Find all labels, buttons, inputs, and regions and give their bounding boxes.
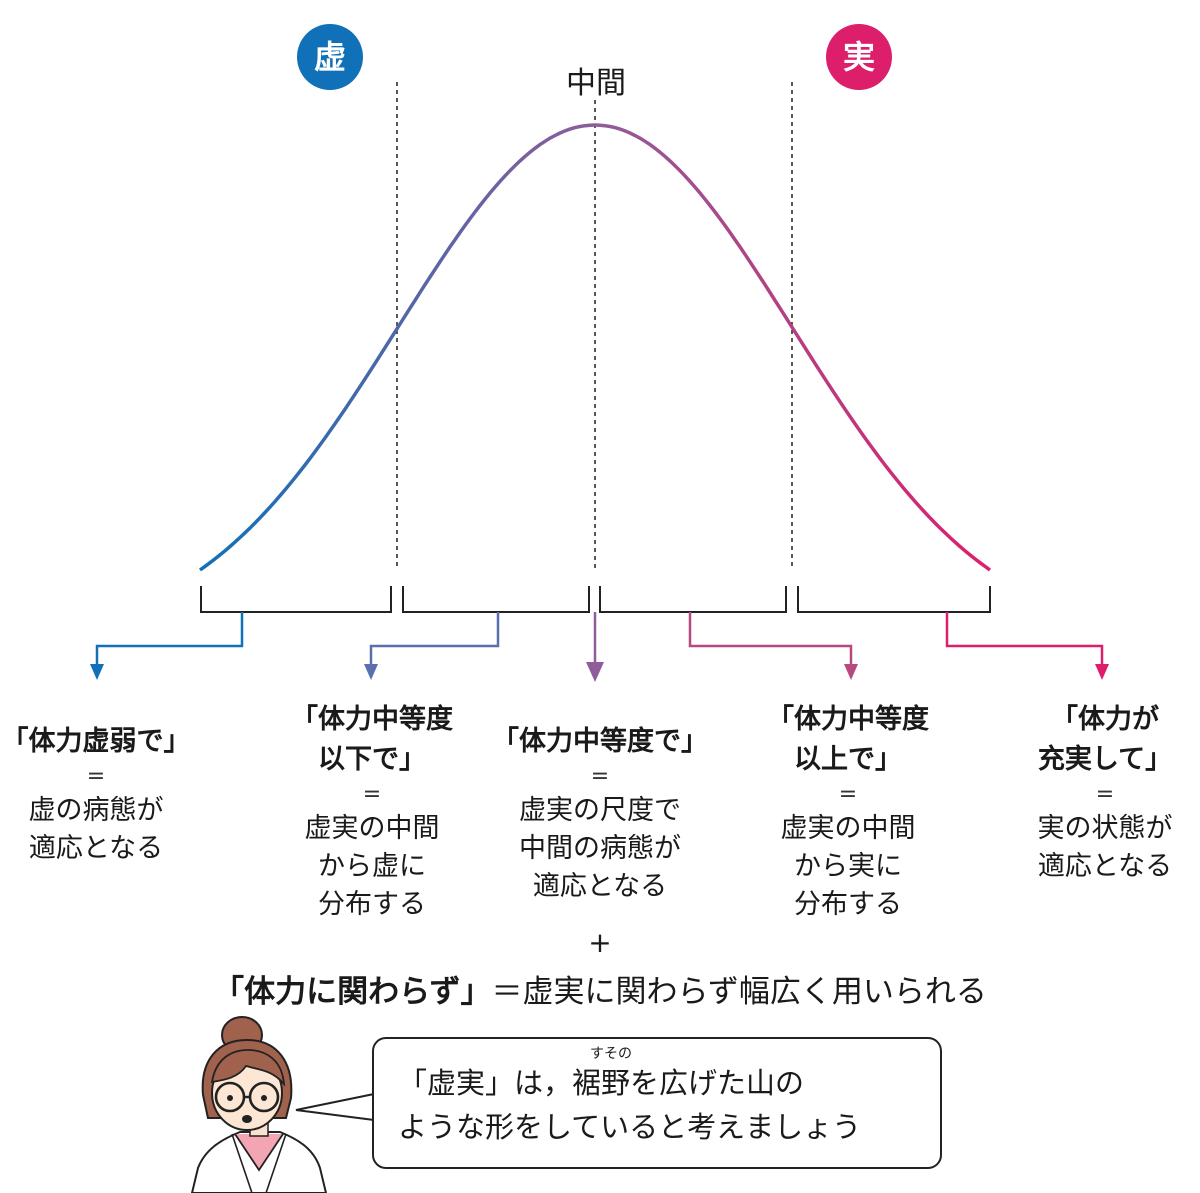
column-mid-upper-desc: 虚実の中間 から実に 分布する — [780, 813, 916, 920]
middle-label: 中間 — [566, 66, 626, 101]
column-weak-desc: 虚の病態が 適応となる — [28, 795, 164, 864]
column-strong: 「体力が 充実して」 = 実の状態が 適応となる — [1010, 700, 1200, 886]
kyo-badge: 虚 — [297, 24, 363, 90]
connectors — [95, 612, 1104, 668]
connector-4 — [688, 612, 853, 668]
column-strong-title: 「体力が 充実して」 — [1037, 704, 1173, 775]
arrowhead-5 — [1095, 664, 1109, 680]
regardless-rest: ＝虚実に関わらず幅広く用いられる — [491, 974, 987, 1010]
plus-sign: + — [588, 926, 612, 959]
column-mid: 「体力中等度で」 = 虚実の尺度で 中間の病態が 適応となる — [490, 722, 710, 906]
column-weak-equals: = — [86, 764, 106, 789]
ruby-susono: すその — [590, 1046, 632, 1062]
bell-curve — [198, 123, 992, 572]
bracket-4 — [797, 586, 991, 613]
bubble-line-1: 「虚実」は，裾野を広げた山の — [398, 1066, 805, 1100]
column-weak-title: 「体力虚弱で」 — [1, 726, 191, 757]
connector-1 — [95, 612, 244, 668]
speech-bubble-tail — [295, 1093, 375, 1121]
column-strong-equals: = — [1095, 782, 1115, 807]
arrowhead-1 — [90, 664, 104, 680]
speech-bubble — [372, 1037, 942, 1169]
regardless-bold: 「体力に関わらず」 — [213, 974, 492, 1010]
column-weak: 「体力虚弱で」 = 虚の病態が 適応となる — [0, 722, 192, 868]
bracket-1 — [200, 586, 392, 613]
arrowhead-4 — [844, 664, 858, 680]
column-mid-desc: 虚実の尺度で 中間の病態が 適応となる — [519, 795, 681, 902]
column-mid-lower-title: 「体力中等度 以下で」 — [291, 704, 453, 775]
column-mid-upper-title: 「体力中等度 以上で」 — [767, 704, 929, 775]
bracket-3 — [599, 586, 787, 613]
range-brackets — [200, 586, 991, 613]
regardless-line: 「体力に関わらず」＝虚実に関わらず幅広く用いられる — [0, 966, 1200, 1011]
jitsu-badge: 実 — [826, 24, 892, 90]
column-mid-lower-desc: 虚実の中間 から虚に 分布する — [304, 813, 440, 920]
arrowhead-2 — [364, 664, 378, 680]
column-mid-upper-equals: = — [838, 782, 858, 807]
connector-5 — [945, 612, 1104, 668]
column-mid-title: 「体力中等度で」 — [492, 726, 708, 757]
arrowheads — [90, 662, 1109, 682]
column-mid-upper: 「体力中等度 以上で」 = 虚実の中間 から実に 分布する — [748, 700, 948, 924]
nurse-character-illustration — [190, 1016, 328, 1193]
column-mid-lower-equals: = — [362, 782, 382, 807]
bracket-2 — [402, 586, 590, 613]
arrowhead-3 — [586, 662, 604, 682]
bubble-line-2: ような形をしていると考えましょう — [398, 1110, 862, 1144]
column-strong-desc: 実の状態が 適応となる — [1037, 813, 1173, 882]
connector-2 — [369, 612, 500, 668]
column-mid-lower: 「体力中等度 以下で」 = 虚実の中間 から虚に 分布する — [272, 700, 472, 924]
column-mid-equals: = — [590, 764, 610, 789]
